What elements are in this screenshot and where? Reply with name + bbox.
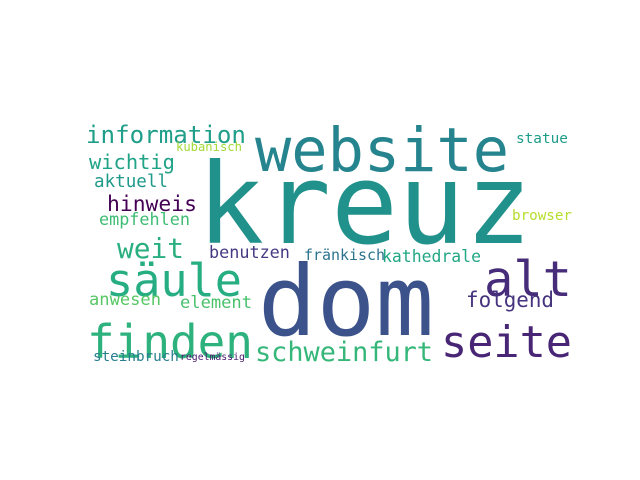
word-hinweis: hinweis xyxy=(107,191,197,217)
word-seite: seite xyxy=(441,317,572,368)
word-empfehlen: empfehlen xyxy=(99,209,190,230)
word-information: information xyxy=(86,120,246,149)
word-aktuell: aktuell xyxy=(94,171,168,192)
word-anwesen: anwesen xyxy=(89,290,161,310)
word-dom: dom xyxy=(258,244,434,358)
word-browser: browser xyxy=(512,208,572,225)
word-kreuz: kreuz xyxy=(197,141,532,271)
word-steinbruch: steinbruch xyxy=(93,349,179,366)
word-saeule: säule xyxy=(106,253,242,307)
word-folgend: folgend xyxy=(466,288,554,313)
word-alt: alt xyxy=(484,252,572,308)
word-schweinfurt: schweinfurt xyxy=(255,336,433,368)
word-kubanisch: kubanisch xyxy=(176,139,242,154)
word-weit: weit xyxy=(117,231,184,265)
word-website: website xyxy=(255,116,509,187)
word-benutzen: benutzen xyxy=(209,242,290,263)
word-regelmaessig: regelmässig xyxy=(180,351,245,363)
word-statue: statue xyxy=(516,131,568,148)
word-fraenkisch: fränkisch xyxy=(304,245,385,264)
word-wichtig: wichtig xyxy=(89,149,175,174)
word-finden: finden xyxy=(87,315,253,370)
word-element: element xyxy=(180,293,252,313)
word-kathedrale: kathedrale xyxy=(382,246,481,266)
